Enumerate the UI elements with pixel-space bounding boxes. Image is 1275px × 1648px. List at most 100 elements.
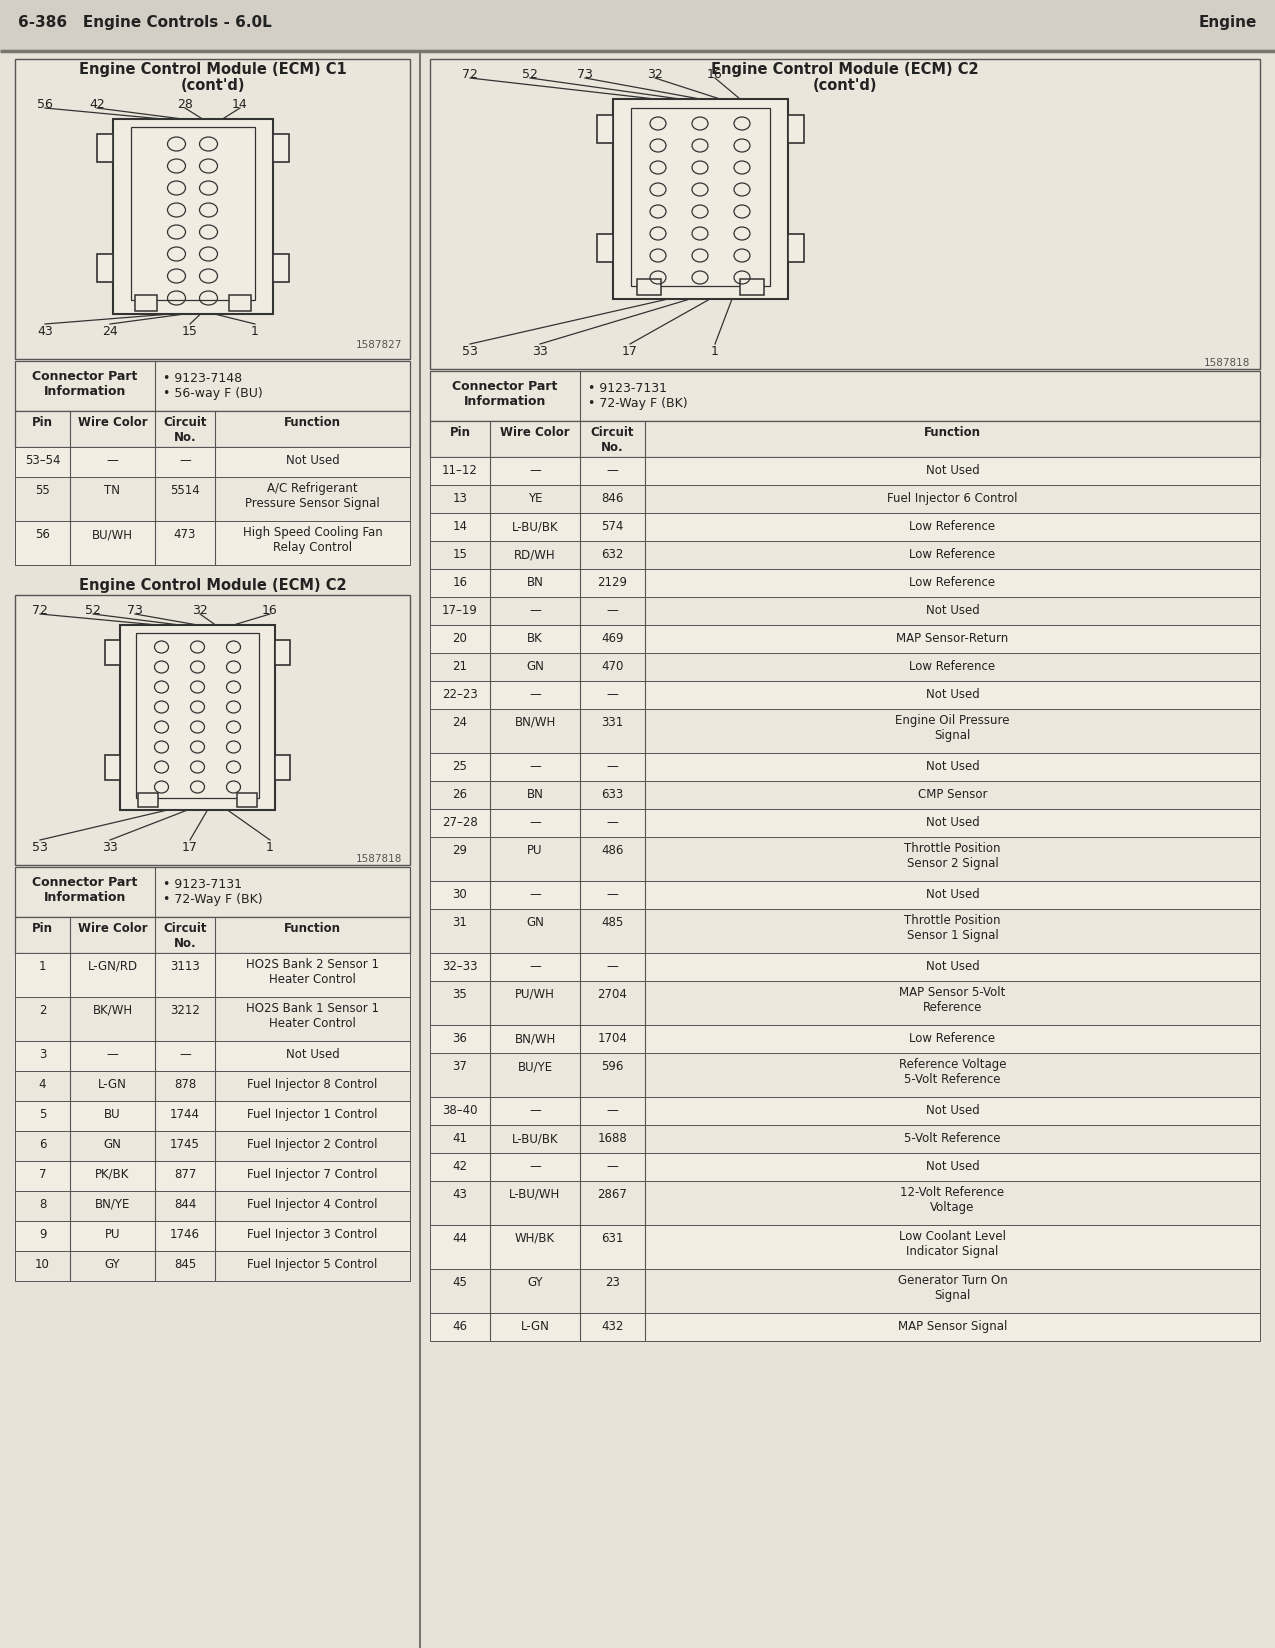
Text: 6: 6 <box>38 1137 46 1150</box>
Text: 469: 469 <box>602 631 623 644</box>
Text: 1: 1 <box>251 325 259 338</box>
Text: (cont'd): (cont'd) <box>180 77 245 92</box>
Text: Low Reference: Low Reference <box>909 575 996 588</box>
Text: Connector Part
Information: Connector Part Information <box>32 369 138 397</box>
Bar <box>430 626 1260 654</box>
Text: 5514: 5514 <box>170 485 200 496</box>
Text: 32: 32 <box>193 603 208 616</box>
Bar <box>0 0 1275 53</box>
Bar <box>430 654 1260 682</box>
Bar <box>430 1126 1260 1154</box>
Bar <box>430 710 1260 753</box>
Text: 486: 486 <box>602 844 623 857</box>
Bar <box>275 641 289 666</box>
Text: Fuel Injector 6 Control: Fuel Injector 6 Control <box>887 491 1017 504</box>
Text: L-GN: L-GN <box>520 1318 550 1332</box>
Text: 26: 26 <box>453 788 468 801</box>
Text: 574: 574 <box>602 519 623 532</box>
Bar <box>430 514 1260 542</box>
Text: Low Reference: Low Reference <box>909 1032 996 1045</box>
Bar <box>430 1025 1260 1053</box>
Text: A/C Refrigerant
Pressure Sensor Signal: A/C Refrigerant Pressure Sensor Signal <box>245 481 380 509</box>
Text: 56: 56 <box>36 527 50 541</box>
Bar <box>612 101 788 300</box>
Text: HO2S Bank 1 Sensor 1
Heater Control: HO2S Bank 1 Sensor 1 Heater Control <box>246 1002 379 1030</box>
Text: —: — <box>529 687 541 700</box>
Text: PU/WH: PU/WH <box>515 987 555 1000</box>
Text: Not Used: Not Used <box>926 760 979 773</box>
Text: 20: 20 <box>453 631 468 644</box>
Bar <box>430 1182 1260 1224</box>
Text: Not Used: Not Used <box>926 1103 979 1116</box>
Text: Wire Color: Wire Color <box>500 425 570 438</box>
Bar <box>15 954 411 997</box>
Bar <box>430 837 1260 882</box>
Text: 32: 32 <box>648 68 663 81</box>
Text: Low Reference: Low Reference <box>909 659 996 672</box>
Bar <box>15 1251 411 1280</box>
Text: HO2S Bank 2 Sensor 1
Heater Control: HO2S Bank 2 Sensor 1 Heater Control <box>246 957 379 986</box>
Text: 846: 846 <box>602 491 623 504</box>
Text: L-GN: L-GN <box>98 1078 128 1091</box>
Text: 3: 3 <box>38 1048 46 1060</box>
Bar <box>130 129 255 302</box>
Text: BN/YE: BN/YE <box>94 1198 130 1210</box>
Text: 6-386   Engine Controls - 6.0L: 6-386 Engine Controls - 6.0L <box>18 15 272 30</box>
Text: L-GN/RD: L-GN/RD <box>88 959 138 972</box>
Bar <box>430 1053 1260 1098</box>
Text: —: — <box>529 603 541 616</box>
Text: 878: 878 <box>173 1078 196 1091</box>
Text: 1587827: 1587827 <box>356 339 402 349</box>
Text: 43: 43 <box>453 1187 468 1200</box>
Text: 25: 25 <box>453 760 468 773</box>
Text: 15: 15 <box>453 547 468 560</box>
Text: Engine Oil Pressure
Signal: Engine Oil Pressure Signal <box>895 714 1010 742</box>
Text: Function: Function <box>284 921 340 934</box>
Text: PU: PU <box>105 1228 120 1241</box>
Bar <box>15 1131 411 1162</box>
Text: 631: 631 <box>602 1231 623 1244</box>
Text: 473: 473 <box>173 527 196 541</box>
Bar <box>430 753 1260 781</box>
Text: Not Used: Not Used <box>286 453 339 466</box>
Text: Fuel Injector 4 Control: Fuel Injector 4 Control <box>247 1198 377 1210</box>
Bar <box>15 478 411 522</box>
Text: Pin: Pin <box>450 425 470 438</box>
Text: RD/WH: RD/WH <box>514 547 556 560</box>
Bar <box>15 918 411 954</box>
Text: 5-Volt Reference: 5-Volt Reference <box>904 1131 1001 1144</box>
Text: 42: 42 <box>89 97 105 110</box>
Text: 36: 36 <box>453 1032 468 1045</box>
Text: 29: 29 <box>453 844 468 857</box>
Text: Function: Function <box>924 425 980 438</box>
Bar <box>273 255 288 283</box>
Bar <box>275 755 289 781</box>
Text: —: — <box>607 687 618 700</box>
Bar <box>15 1042 411 1071</box>
Text: L-BU/BK: L-BU/BK <box>511 1131 558 1144</box>
Bar <box>97 255 112 283</box>
Text: —: — <box>607 760 618 773</box>
Bar <box>15 867 411 918</box>
Text: Not Used: Not Used <box>926 959 979 972</box>
Text: 31: 31 <box>453 915 468 928</box>
Text: MAP Sensor-Return: MAP Sensor-Return <box>896 631 1009 644</box>
Bar <box>430 372 1260 422</box>
Bar <box>15 1101 411 1131</box>
Text: GN: GN <box>527 915 544 928</box>
Bar <box>15 1221 411 1251</box>
Text: 16: 16 <box>708 68 723 81</box>
Bar <box>15 595 411 865</box>
Text: MAP Sensor Signal: MAP Sensor Signal <box>898 1318 1007 1332</box>
Text: 52: 52 <box>85 603 101 616</box>
Text: 72: 72 <box>32 603 48 616</box>
Text: 72: 72 <box>462 68 478 81</box>
Bar <box>430 910 1260 954</box>
Text: • 9123-7148
• 56-way F (BU): • 9123-7148 • 56-way F (BU) <box>163 372 263 400</box>
Text: 56: 56 <box>37 97 54 110</box>
Text: • 9123-7131
• 72-Way F (BK): • 9123-7131 • 72-Way F (BK) <box>163 877 263 905</box>
Bar <box>15 448 411 478</box>
Bar <box>430 1098 1260 1126</box>
Text: High Speed Cooling Fan
Relay Control: High Speed Cooling Fan Relay Control <box>242 526 382 554</box>
Text: BN: BN <box>527 788 543 801</box>
